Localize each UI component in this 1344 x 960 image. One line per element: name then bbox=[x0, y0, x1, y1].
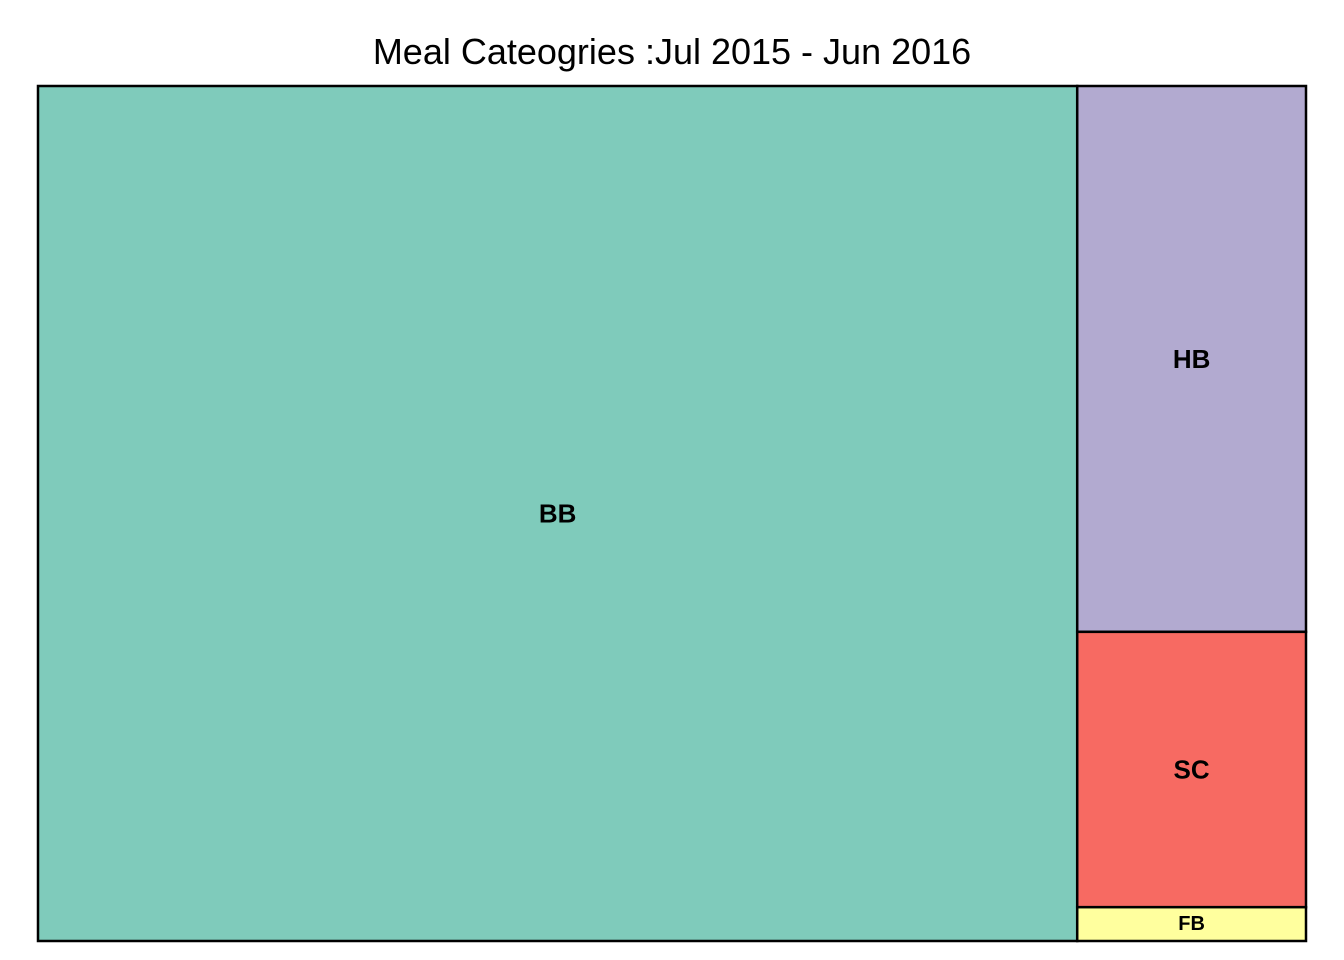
tile-hb: HB bbox=[1075, 84, 1308, 634]
tile-fb: FB bbox=[1075, 905, 1308, 943]
tile-rect-hb bbox=[1075, 84, 1308, 634]
tile-label-hb: HB bbox=[1173, 344, 1211, 374]
tile-rect-bb bbox=[36, 84, 1079, 943]
tile-sc: SC bbox=[1075, 630, 1308, 909]
tile-label-sc: SC bbox=[1174, 755, 1210, 785]
tile-rect-sc bbox=[1075, 630, 1308, 909]
tile-label-bb: BB bbox=[539, 499, 577, 529]
tile-label-fb: FB bbox=[1178, 913, 1205, 935]
tile-bb: BB bbox=[36, 84, 1079, 943]
tile-rect-fb bbox=[1075, 905, 1308, 943]
chart-title: Meal Cateogries :Jul 2015 - Jun 2016 bbox=[372, 31, 972, 72]
